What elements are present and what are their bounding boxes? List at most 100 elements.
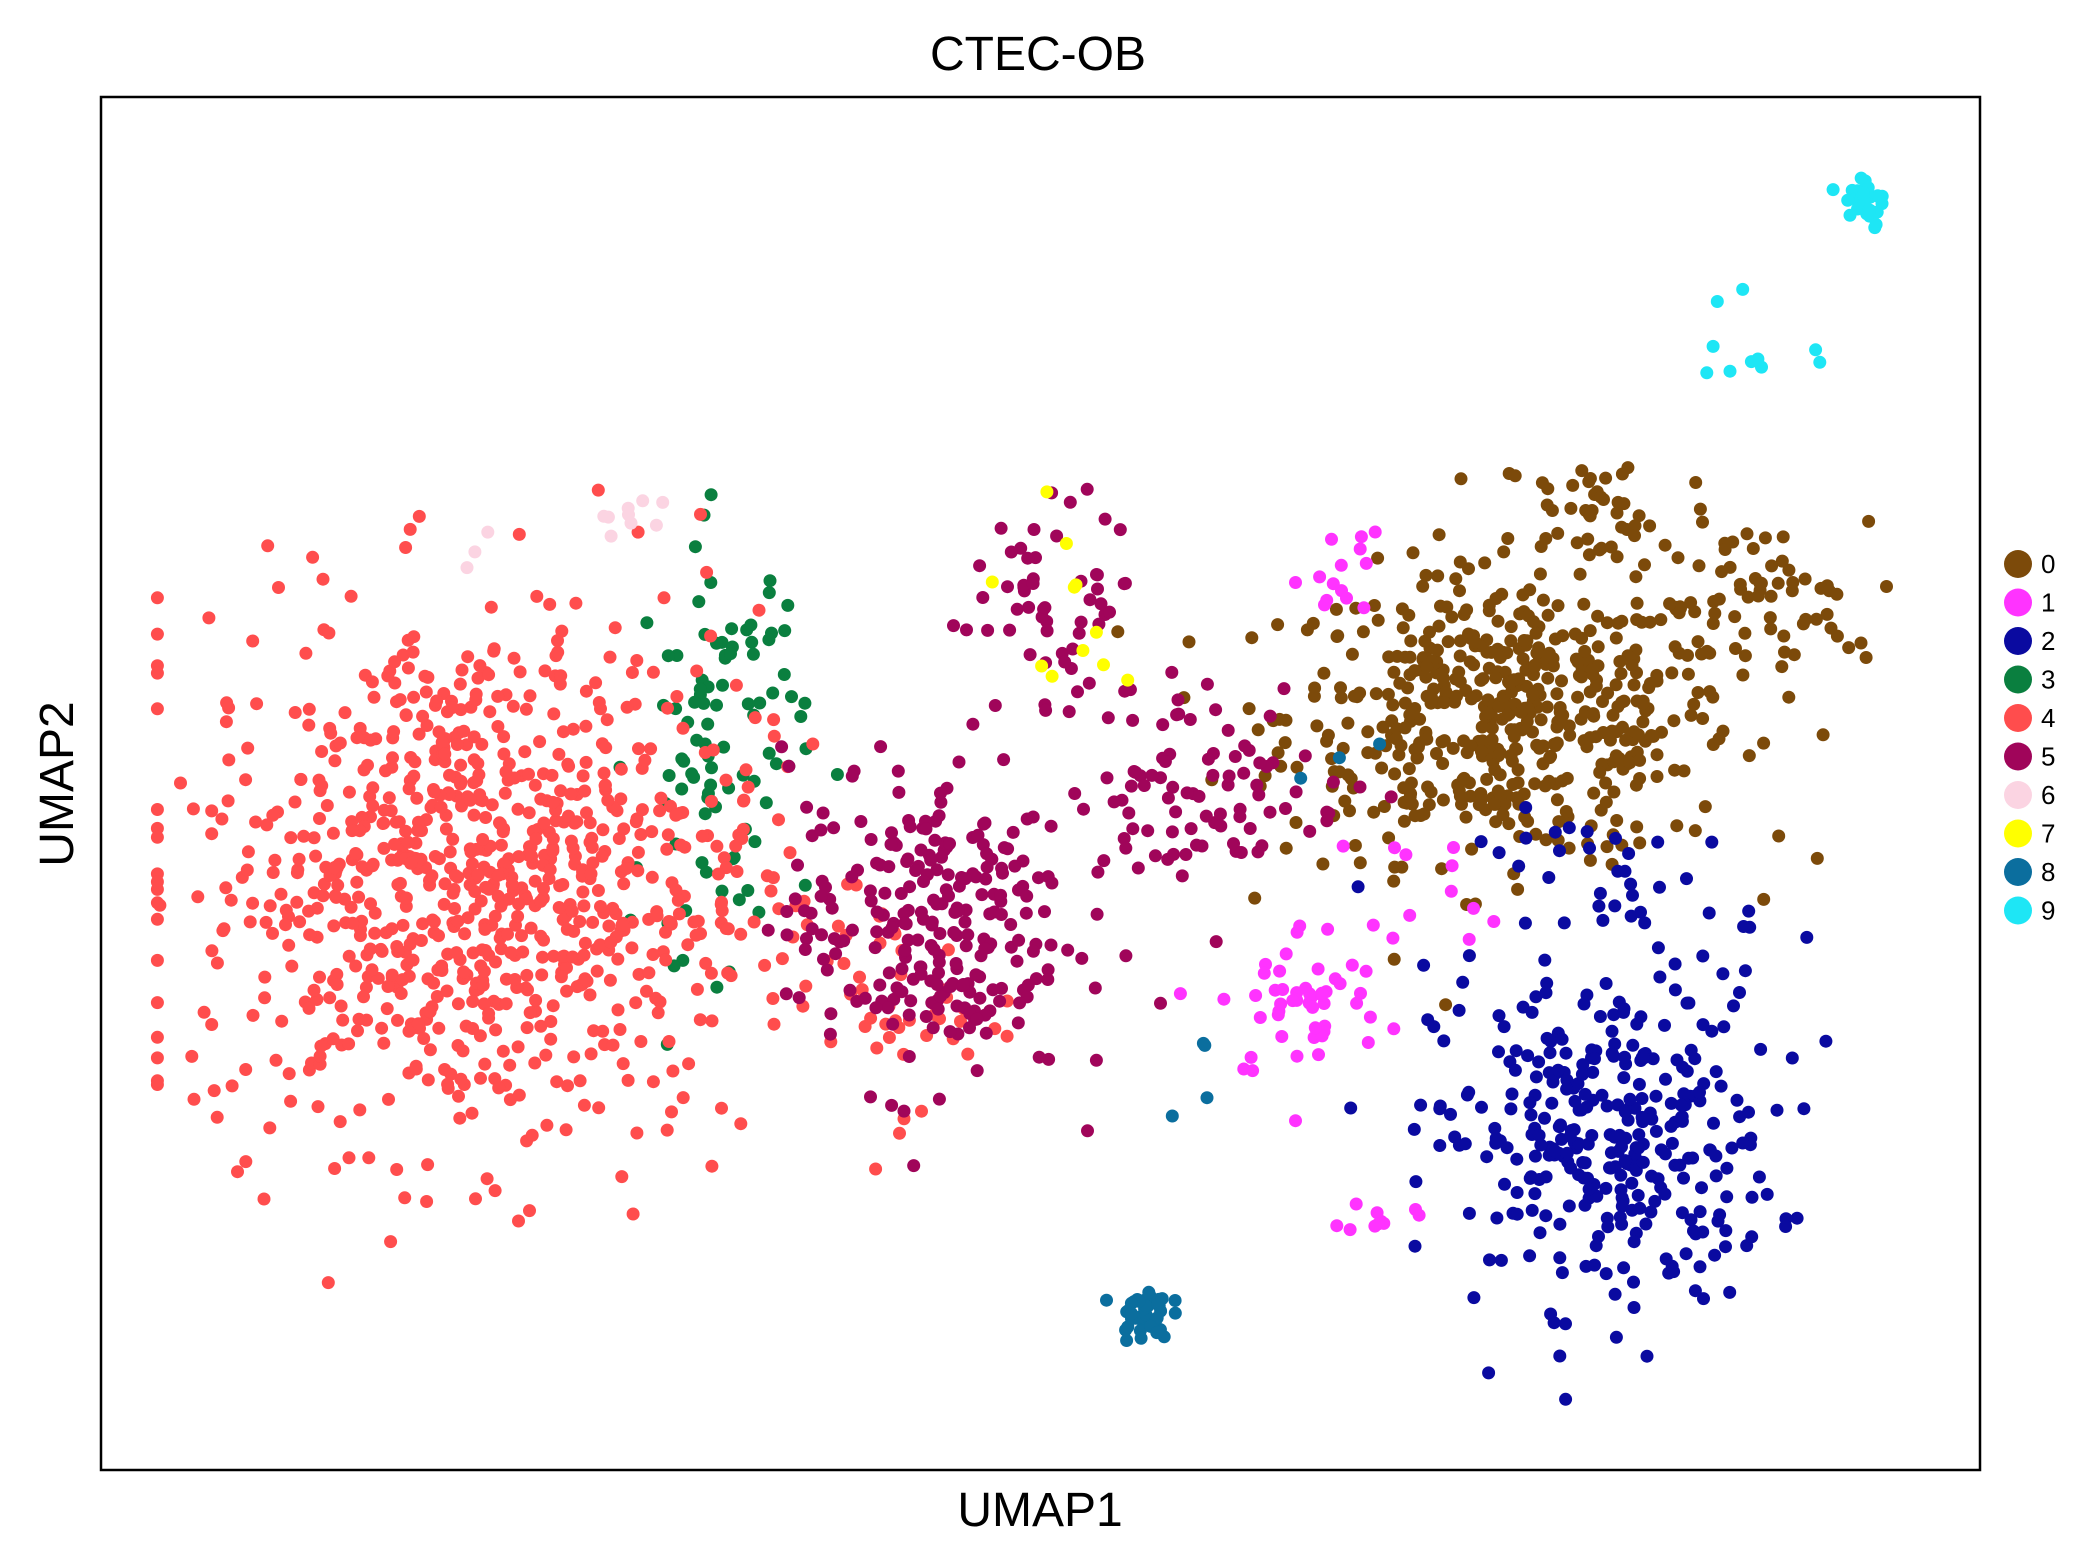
point-cluster-4 bbox=[954, 1014, 967, 1028]
point-cluster-0 bbox=[1541, 482, 1555, 496]
point-cluster-4 bbox=[435, 735, 449, 749]
point-cluster-2 bbox=[1605, 1024, 1619, 1038]
point-cluster-4 bbox=[403, 522, 417, 536]
point-cluster-4 bbox=[537, 816, 551, 830]
point-cluster-2 bbox=[1480, 1150, 1494, 1164]
point-cluster-3 bbox=[724, 647, 737, 661]
point-cluster-4 bbox=[662, 915, 676, 928]
point-cluster-4 bbox=[591, 884, 605, 897]
point-cluster-8 bbox=[1168, 1306, 1182, 1320]
legend-marker-2 bbox=[2004, 627, 2032, 655]
point-cluster-0 bbox=[1436, 671, 1450, 685]
point-cluster-5 bbox=[1019, 906, 1033, 920]
point-cluster-5 bbox=[1298, 749, 1312, 763]
point-cluster-4 bbox=[501, 927, 514, 941]
point-cluster-9 bbox=[1872, 190, 1886, 204]
point-cluster-2 bbox=[1675, 1110, 1688, 1124]
point-cluster-1 bbox=[1173, 987, 1187, 1001]
point-cluster-3 bbox=[717, 740, 731, 754]
point-cluster-4 bbox=[737, 794, 750, 808]
point-cluster-5 bbox=[1032, 1050, 1046, 1064]
point-cluster-5 bbox=[895, 962, 909, 976]
point-cluster-2 bbox=[1770, 1103, 1784, 1117]
point-cluster-2 bbox=[1578, 1087, 1592, 1101]
point-cluster-2 bbox=[1588, 1052, 1601, 1066]
point-cluster-3 bbox=[762, 586, 776, 600]
point-cluster-0 bbox=[1610, 814, 1624, 827]
point-cluster-5 bbox=[1263, 805, 1277, 819]
point-cluster-4 bbox=[307, 983, 321, 997]
point-cluster-0 bbox=[1810, 851, 1824, 865]
point-cluster-5 bbox=[1156, 718, 1170, 732]
point-cluster-4 bbox=[299, 646, 313, 660]
point-cluster-2 bbox=[1458, 1137, 1472, 1151]
point-cluster-2 bbox=[1568, 1094, 1582, 1108]
point-cluster-4 bbox=[646, 665, 660, 679]
point-cluster-5 bbox=[926, 1021, 940, 1035]
point-cluster-5 bbox=[1097, 854, 1111, 868]
point-cluster-2 bbox=[1618, 1050, 1632, 1064]
point-cluster-0 bbox=[1369, 687, 1383, 701]
point-cluster-5 bbox=[911, 933, 925, 947]
point-cluster-5 bbox=[1124, 779, 1138, 793]
point-cluster-4 bbox=[566, 950, 580, 964]
point-cluster-0 bbox=[1386, 698, 1400, 712]
point-cluster-5 bbox=[1082, 676, 1096, 690]
point-cluster-9 bbox=[1809, 343, 1823, 357]
point-cluster-4 bbox=[601, 793, 615, 807]
point-cluster-4 bbox=[438, 747, 452, 761]
point-cluster-4 bbox=[275, 1014, 289, 1028]
point-cluster-4 bbox=[578, 936, 592, 950]
point-cluster-0 bbox=[1503, 676, 1517, 690]
point-cluster-3 bbox=[692, 595, 706, 609]
point-cluster-2 bbox=[1736, 1136, 1750, 1150]
point-cluster-6 bbox=[656, 495, 670, 509]
point-cluster-4 bbox=[411, 824, 425, 837]
point-cluster-0 bbox=[1331, 629, 1345, 643]
point-cluster-4 bbox=[591, 483, 605, 497]
point-cluster-2 bbox=[1559, 1392, 1573, 1406]
point-cluster-0 bbox=[1611, 616, 1625, 630]
point-cluster-4 bbox=[434, 800, 448, 814]
point-cluster-4 bbox=[676, 721, 690, 735]
point-cluster-4 bbox=[577, 948, 591, 962]
point-cluster-4 bbox=[579, 684, 593, 698]
point-cluster-0 bbox=[1334, 691, 1348, 705]
point-cluster-5 bbox=[1113, 523, 1127, 537]
point-cluster-0 bbox=[1416, 579, 1430, 593]
point-cluster-4 bbox=[482, 668, 496, 682]
point-cluster-0 bbox=[1658, 538, 1672, 552]
point-cluster-4 bbox=[625, 941, 639, 955]
point-cluster-4 bbox=[401, 661, 415, 675]
point-cluster-0 bbox=[1623, 756, 1637, 770]
point-cluster-4 bbox=[417, 1032, 431, 1045]
point-cluster-0 bbox=[1787, 648, 1801, 662]
point-cluster-4 bbox=[150, 830, 164, 844]
point-cluster-5 bbox=[902, 1008, 916, 1022]
point-cluster-4 bbox=[695, 829, 709, 843]
point-cluster-4 bbox=[613, 1023, 627, 1036]
point-cluster-5 bbox=[1040, 624, 1054, 638]
point-cluster-4 bbox=[566, 722, 580, 736]
point-cluster-2 bbox=[1697, 1292, 1710, 1306]
point-cluster-4 bbox=[521, 983, 534, 997]
point-cluster-1 bbox=[1312, 1048, 1325, 1062]
point-cluster-5 bbox=[1384, 790, 1398, 804]
point-cluster-0 bbox=[1620, 523, 1634, 536]
point-cluster-2 bbox=[1488, 1121, 1502, 1135]
point-cluster-0 bbox=[1684, 596, 1698, 610]
point-cluster-2 bbox=[1592, 899, 1606, 913]
point-cluster-0 bbox=[1111, 625, 1125, 639]
point-cluster-4 bbox=[314, 1039, 328, 1053]
point-cluster-2 bbox=[1633, 1201, 1647, 1215]
point-cluster-2 bbox=[1505, 1087, 1519, 1101]
point-cluster-8 bbox=[1332, 751, 1346, 765]
point-cluster-4 bbox=[516, 945, 530, 959]
point-cluster-5 bbox=[815, 928, 828, 942]
point-cluster-4 bbox=[764, 884, 778, 898]
point-cluster-2 bbox=[1745, 1190, 1759, 1204]
point-cluster-0 bbox=[1677, 764, 1691, 778]
point-cluster-0 bbox=[1600, 616, 1614, 630]
point-cluster-4 bbox=[752, 603, 766, 617]
